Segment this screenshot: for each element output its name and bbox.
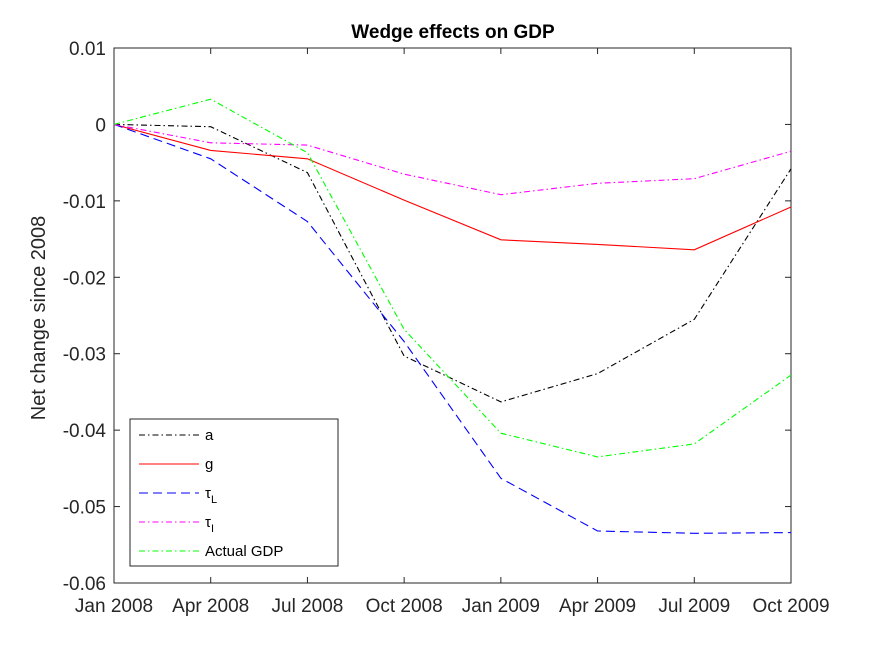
- y-tick-label: -0.05: [63, 498, 106, 519]
- legend-label-3: τL: [205, 485, 217, 506]
- series-line-3: [113, 123, 792, 534]
- legend-label-text: g: [205, 456, 213, 473]
- legend-label-text: a: [205, 427, 214, 444]
- legend-label-subscript: L: [211, 494, 217, 506]
- legend-label-text: τ: [205, 485, 211, 502]
- legend-label-4: τI: [205, 514, 214, 535]
- y-tick-label: 0.01: [69, 39, 106, 60]
- x-tick-label: Apr 2009: [559, 596, 636, 617]
- x-tick-label: Jan 2008: [75, 596, 153, 617]
- x-tick-label: Jul 2009: [658, 596, 730, 617]
- legend-label-1: a: [205, 427, 214, 444]
- x-tick-label: Oct 2008: [366, 596, 443, 617]
- y-tick-label: 0: [95, 115, 106, 136]
- legend-label-5: Actual GDP: [205, 543, 283, 560]
- y-axis-label: Net change since 2008: [28, 216, 50, 421]
- x-tick-label: Jan 2009: [462, 596, 540, 617]
- series-line-5: [113, 98, 792, 458]
- x-tick-label: Oct 2009: [752, 596, 829, 617]
- legend-label-subscript: I: [211, 523, 214, 535]
- chart-title: Wedge effects on GDP: [351, 22, 555, 43]
- legend-label-2: g: [205, 456, 213, 473]
- series-line-1: [113, 123, 792, 403]
- y-tick-label: -0.02: [63, 268, 106, 289]
- y-tick-label: -0.01: [63, 192, 106, 213]
- x-tick-label: Apr 2008: [172, 596, 249, 617]
- x-tick-label: Jul 2008: [272, 596, 344, 617]
- legend-label-text: Actual GDP: [205, 543, 283, 560]
- y-tick-label: -0.06: [63, 574, 106, 595]
- y-tick-label: -0.03: [63, 345, 106, 366]
- legend-label-text: τ: [205, 514, 211, 531]
- series-line-2: [113, 123, 792, 251]
- y-tick-label: -0.04: [63, 421, 107, 442]
- legend-box: [129, 418, 339, 567]
